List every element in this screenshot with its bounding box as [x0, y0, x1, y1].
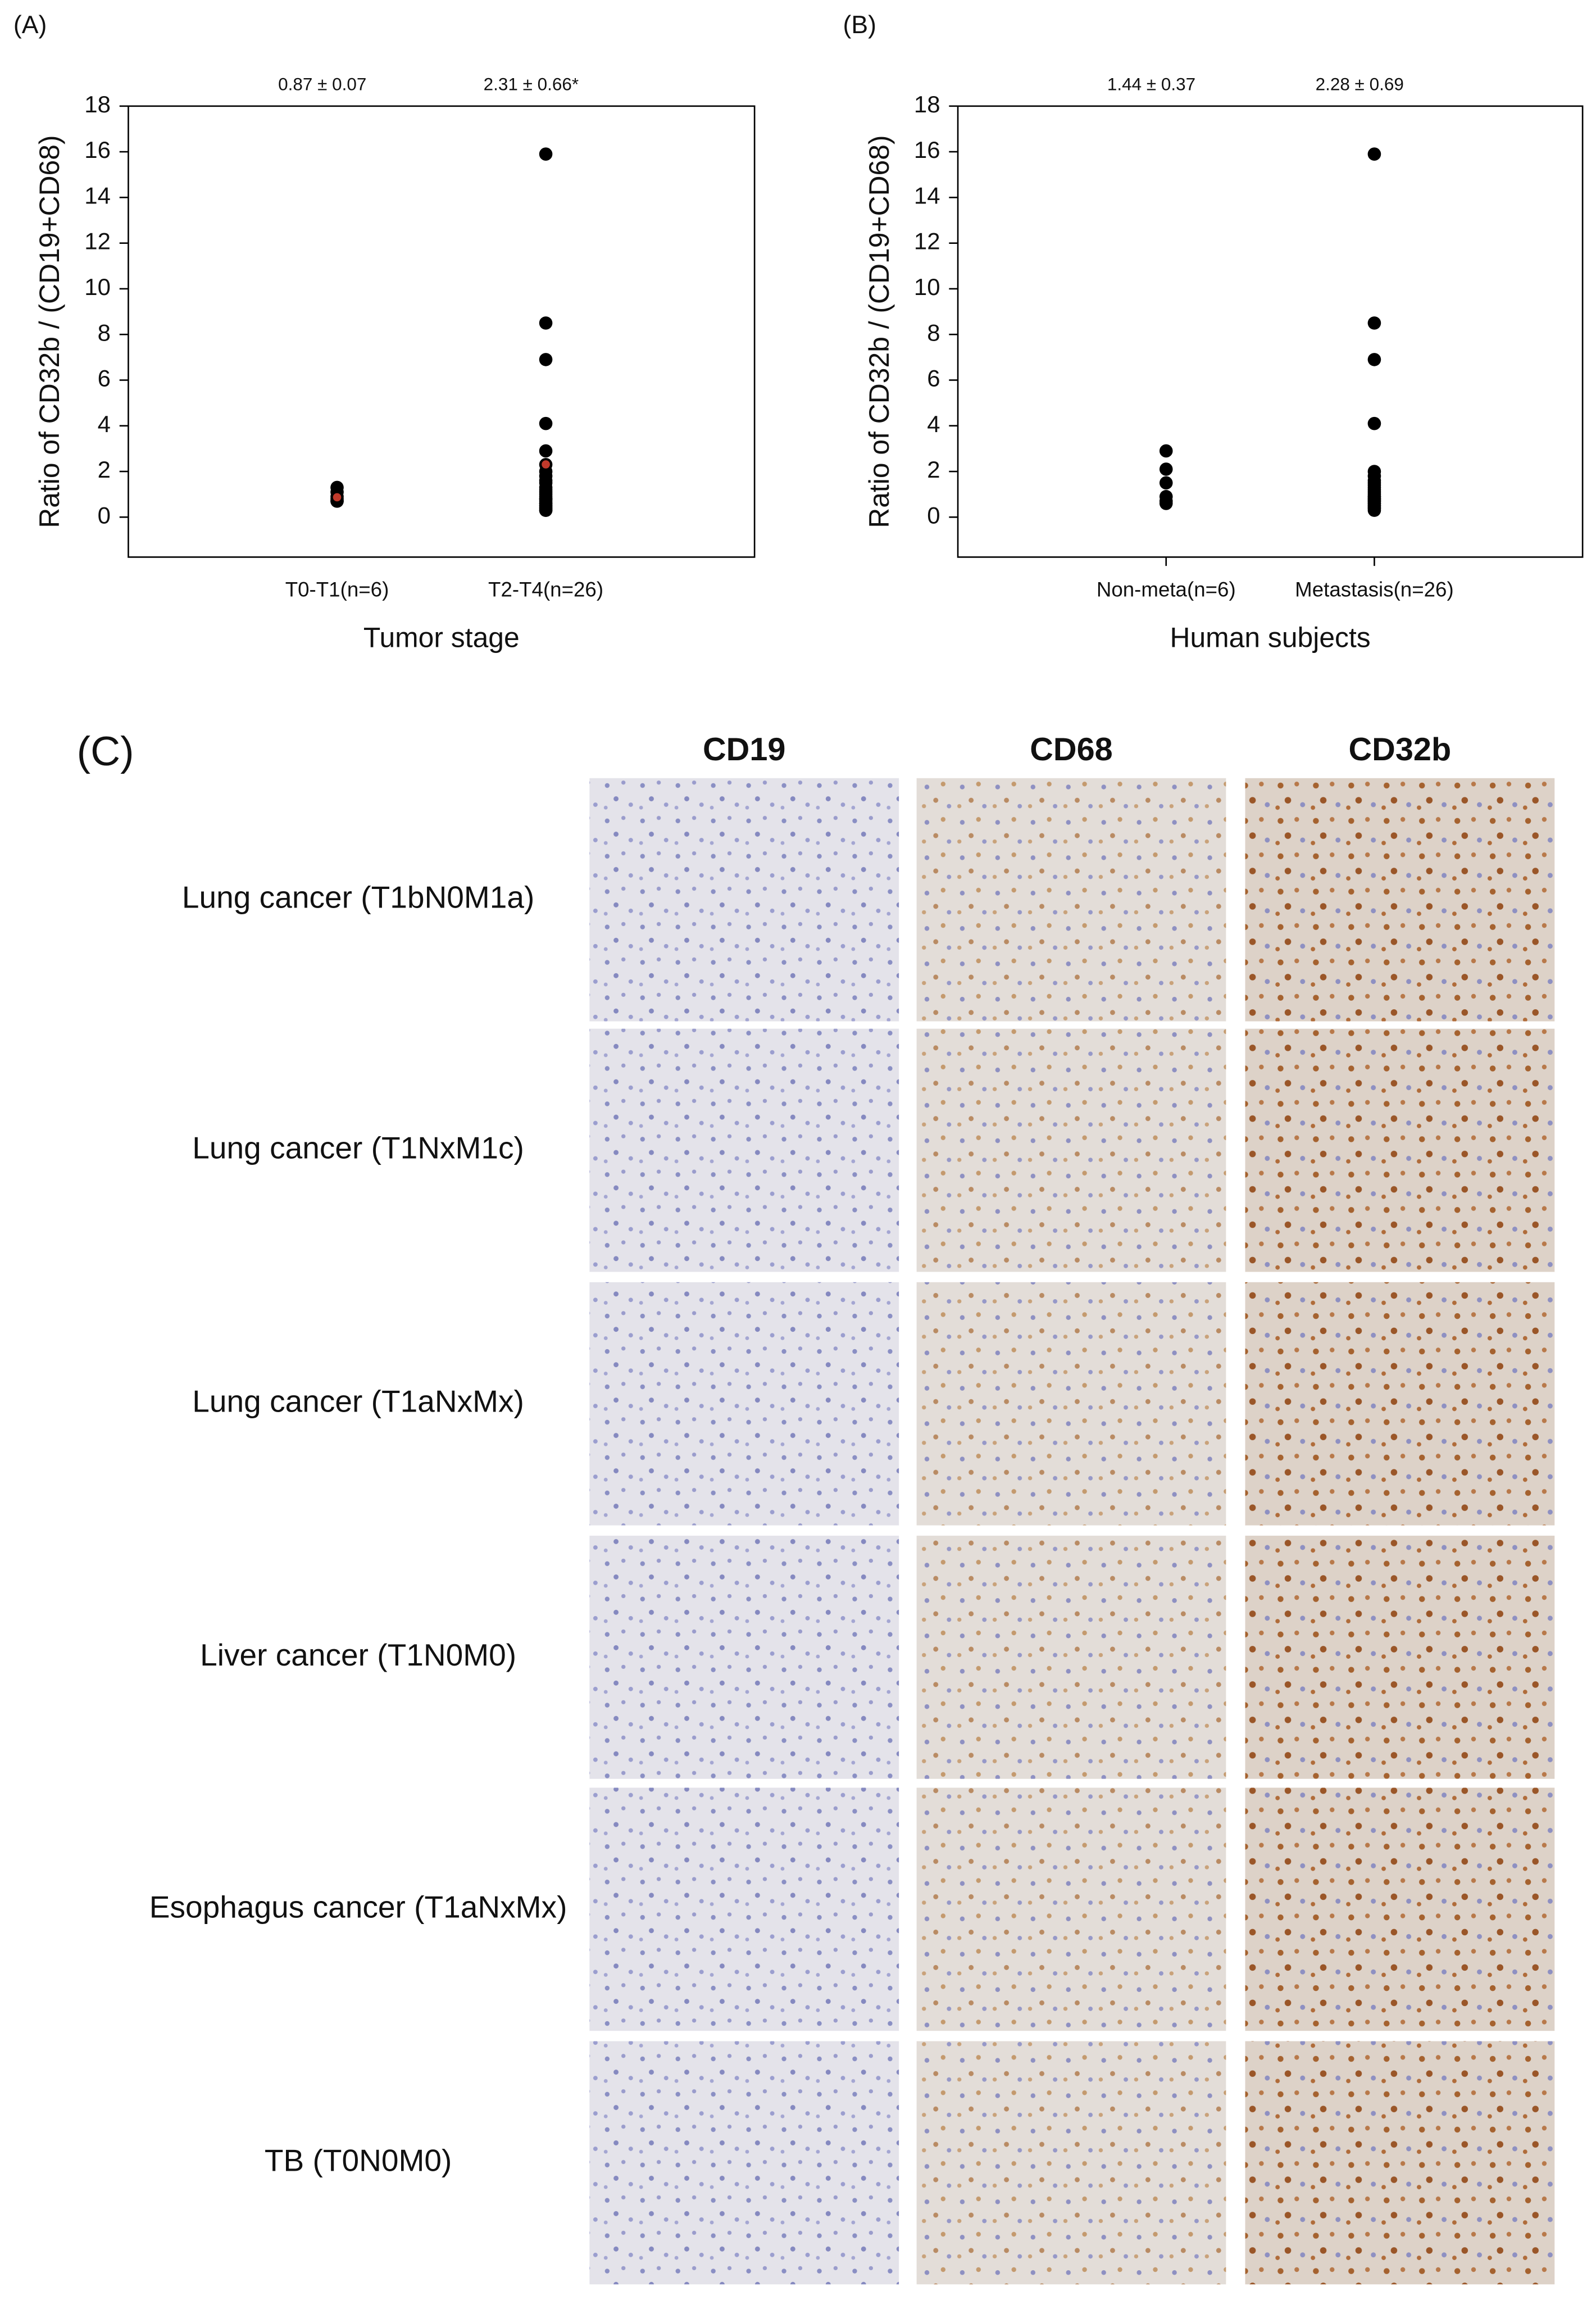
data-point: [539, 316, 553, 330]
micrograph: [589, 1028, 899, 1272]
y-tick-label: 14: [84, 182, 111, 208]
data-point: [1367, 147, 1381, 161]
annotation: 0.87 ± 0.07: [278, 74, 366, 94]
micrograph: [589, 778, 899, 1022]
micrograph: [916, 2041, 1226, 2285]
y-tick-label: 16: [914, 137, 940, 163]
plot-frame: [957, 105, 1584, 558]
data-point: [539, 503, 553, 517]
data-point: [1367, 353, 1381, 366]
micrograph: [589, 1787, 899, 2031]
x-axis-label: Human subjects: [1170, 621, 1370, 653]
micrograph: [1245, 1282, 1555, 1526]
column-header: CD32b: [1349, 732, 1452, 768]
data-point: [1159, 462, 1173, 476]
panel-label: (B): [843, 11, 876, 39]
data-point: [1159, 497, 1173, 510]
y-tick-label: 2: [927, 456, 940, 483]
row-label: Lung cancer (T1bN0M1a): [182, 880, 534, 915]
micrograph: [916, 1535, 1226, 1779]
y-tick-label: 6: [98, 365, 111, 392]
x-axis-label: Tumor stage: [363, 621, 520, 653]
plot-frame: [128, 105, 756, 558]
panel-label: (C): [77, 728, 134, 774]
y-axis-label: Ratio of CD32b / (CD19+CD68): [34, 135, 65, 528]
y-tick-label: 18: [84, 91, 111, 117]
x-tick-label: Metastasis(n=26): [1295, 578, 1454, 601]
data-point: [539, 444, 553, 458]
annotation: 1.44 ± 0.37: [1107, 74, 1195, 94]
mean-point: [542, 460, 550, 469]
y-tick-label: 0: [927, 502, 940, 528]
micrograph: [916, 1028, 1226, 1272]
y-tick-label: 14: [914, 182, 940, 208]
data-point: [539, 416, 553, 430]
micrograph: [1245, 778, 1555, 1022]
micrograph: [1245, 1535, 1555, 1779]
y-tick-label: 10: [914, 274, 940, 300]
micrograph: [1245, 2041, 1555, 2285]
micrograph: [916, 778, 1226, 1022]
micrograph: [916, 1282, 1226, 1526]
y-tick-label: 12: [914, 228, 940, 255]
row-label: Liver cancer (T1N0M0): [200, 1637, 516, 1672]
x-tick-label: T2-T4(n=26): [488, 578, 603, 601]
data-point: [1159, 444, 1173, 458]
micrograph: [589, 1535, 899, 1779]
mean-point: [333, 493, 342, 502]
annotation: 2.31 ± 0.66*: [484, 74, 579, 94]
micrograph: [1245, 1028, 1555, 1272]
row-label: Lung cancer (T1NxM1c): [192, 1131, 524, 1165]
data-point: [1367, 416, 1381, 430]
data-point: [1367, 503, 1381, 517]
column-header: CD19: [703, 732, 786, 768]
data-point: [539, 353, 553, 366]
micrograph: [589, 1282, 899, 1526]
column-header: CD68: [1030, 732, 1112, 768]
y-tick-label: 16: [84, 137, 111, 163]
y-tick-label: 10: [84, 274, 111, 300]
row-label: TB (T0N0M0): [265, 2143, 452, 2177]
micrograph: [916, 1787, 1226, 2031]
micrograph: [1245, 1787, 1555, 2031]
y-tick-label: 6: [927, 365, 940, 392]
y-tick-label: 8: [927, 319, 940, 346]
data-point: [1159, 476, 1173, 490]
y-tick-label: 2: [98, 456, 111, 483]
data-point: [1367, 316, 1381, 330]
y-tick-label: 0: [98, 502, 111, 528]
data-point: [539, 147, 553, 161]
y-tick-label: 8: [98, 319, 111, 346]
row-label: Lung cancer (T1aNxMx): [192, 1384, 524, 1419]
y-tick-label: 18: [914, 91, 940, 117]
annotation: 2.28 ± 0.69: [1316, 74, 1404, 94]
micrograph: [589, 2041, 899, 2285]
x-tick-label: Non-meta(n=6): [1097, 578, 1236, 601]
y-tick-label: 4: [927, 411, 940, 437]
x-tick-label: T0-T1(n=6): [285, 578, 389, 601]
y-tick-label: 4: [98, 411, 111, 437]
row-label: Esophagus cancer (T1aNxMx): [149, 1889, 567, 1924]
panel-label: (A): [13, 11, 47, 39]
y-axis-label: Ratio of CD32b / (CD19+CD68): [863, 135, 895, 528]
y-tick-label: 12: [84, 228, 111, 255]
